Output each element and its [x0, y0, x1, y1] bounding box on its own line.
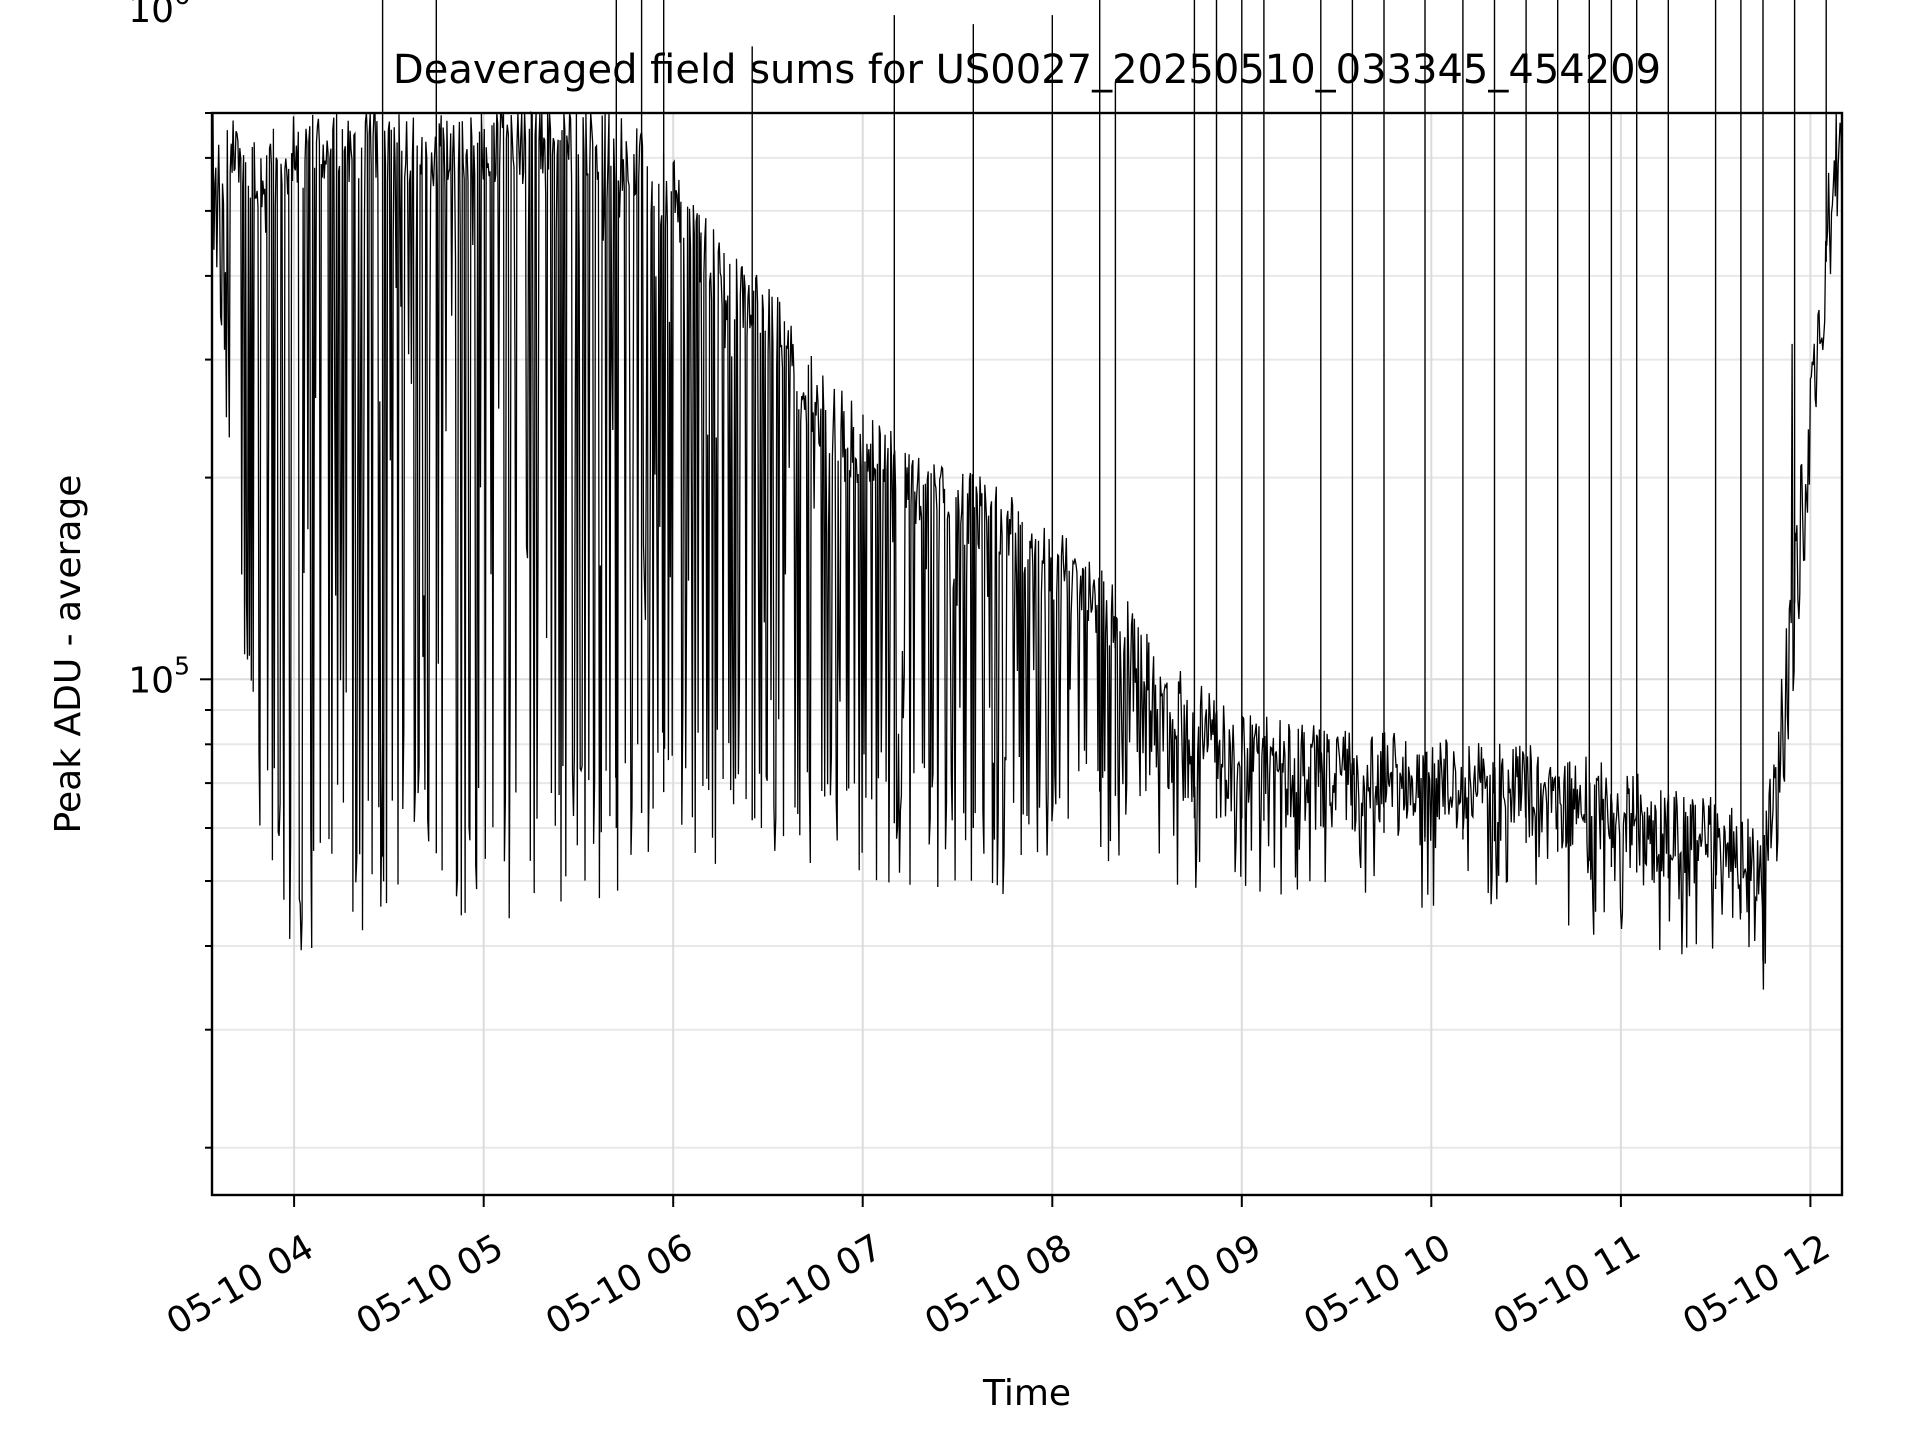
y-axis-label: Peak ADU - average: [48, 475, 89, 834]
y-tick-exponent: 6: [174, 0, 190, 10]
plot-frame: [210, 111, 1844, 1197]
y-tick-exponent: 5: [174, 651, 190, 680]
series-line: [211, 110, 1843, 990]
y-tick-base: 10: [128, 660, 174, 701]
y-tick-base: 10: [128, 0, 174, 31]
chart-title: Deaveraged field sums for US0027_2025051…: [393, 47, 1661, 93]
series-group: [211, 0, 1843, 990]
grid: [212, 112, 1842, 1195]
y-tick-label: 106: [128, 0, 190, 31]
y-axis: 105106107: [128, 0, 212, 1149]
x-axis-label: Time: [982, 1373, 1071, 1414]
y-tick-label: 105: [128, 651, 190, 701]
